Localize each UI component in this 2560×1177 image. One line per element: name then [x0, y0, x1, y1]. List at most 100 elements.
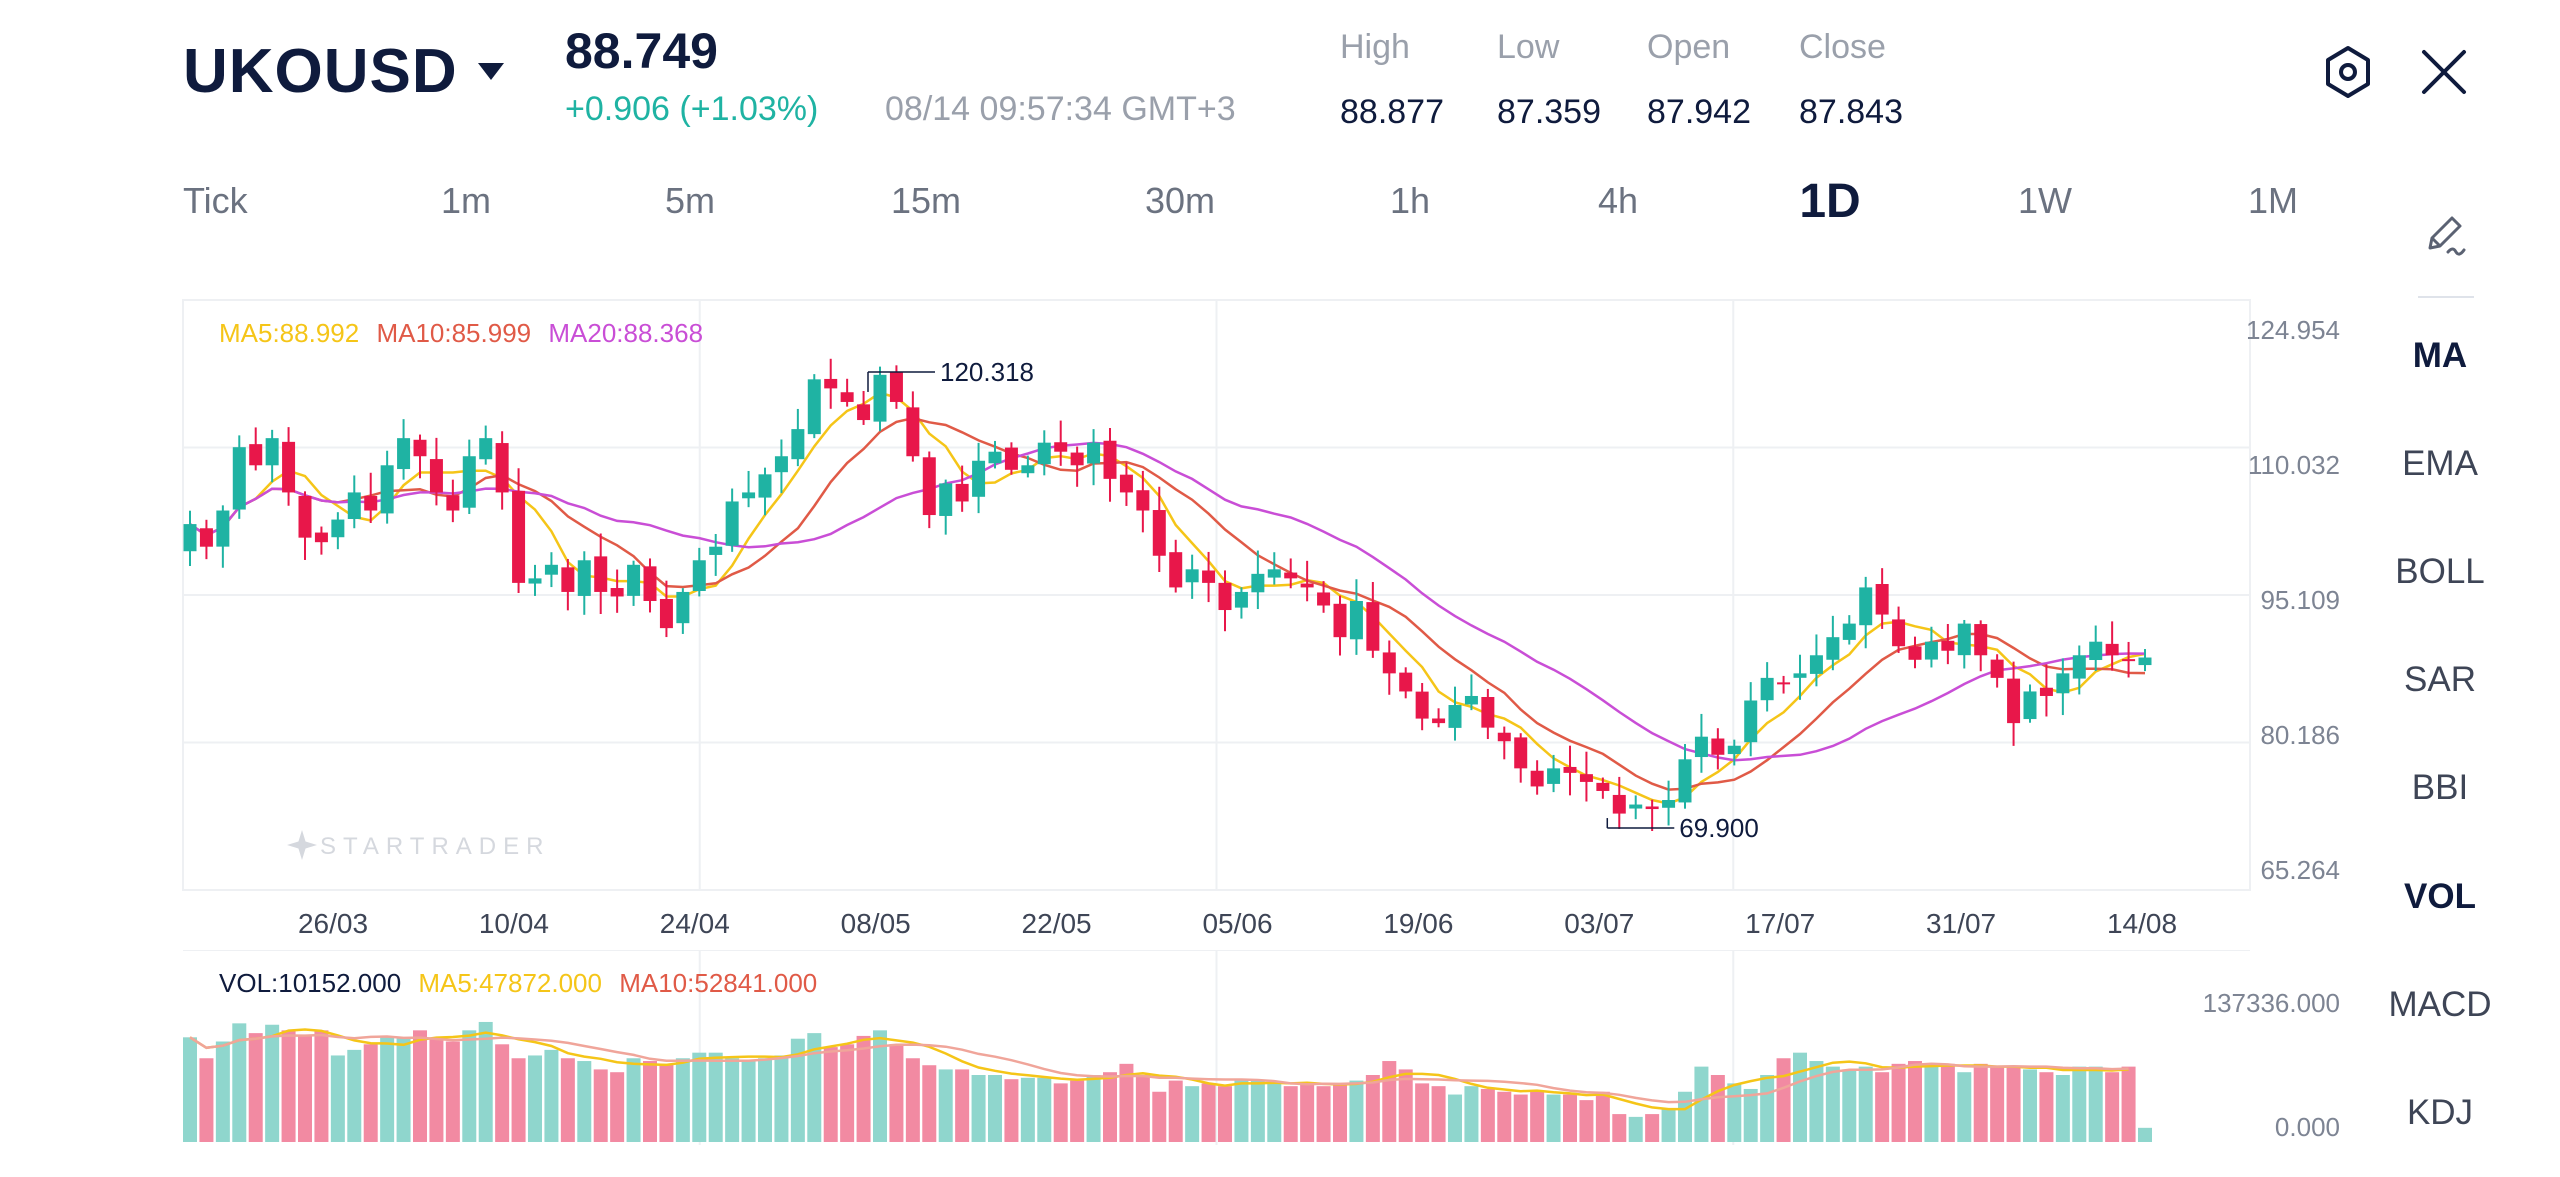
symbol-selector[interactable]: UKOUSD [183, 36, 504, 107]
ma20-legend: MA20:88.368 [548, 318, 704, 348]
candle [1136, 470, 1150, 533]
tab-30m[interactable]: 30m [1144, 180, 1216, 221]
volume-bar [232, 1023, 247, 1142]
volume-bar [495, 1044, 510, 1142]
tab-1w[interactable]: 1W [2018, 180, 2072, 221]
x-tick-label: 05/06 [1202, 908, 1272, 939]
sidebar-item-ma[interactable]: MA [2412, 336, 2468, 375]
sidebar-item-macd[interactable]: MACD [2388, 985, 2492, 1024]
candle [873, 366, 887, 432]
volume-bar [1842, 1069, 1857, 1142]
candle [840, 378, 854, 407]
draw-pencil-icon[interactable] [2420, 210, 2470, 260]
candle [429, 437, 443, 506]
tab-15m[interactable]: 15m [890, 180, 962, 221]
sidebar-item-bbi[interactable]: BBI [2411, 768, 2469, 807]
volume-bar [2006, 1066, 2021, 1142]
candle [955, 465, 969, 512]
volume-bar [1678, 1091, 1692, 1142]
volume-bar [2023, 1069, 2037, 1142]
volume-bar [626, 1058, 641, 1142]
candle [1382, 640, 1396, 695]
volume-bar [823, 1047, 838, 1142]
tab-tick[interactable]: Tick [183, 180, 248, 221]
candle [1070, 446, 1084, 487]
caret-down-icon[interactable] [477, 63, 504, 80]
candle [1563, 745, 1577, 796]
candle [594, 533, 608, 615]
ohlc-value: 87.942 [1647, 93, 1751, 131]
candle [824, 358, 838, 409]
candle [610, 569, 624, 613]
price-chart[interactable]: STARTRADER 120.318 69.900 124.954 110.032 9… [0, 290, 2360, 950]
candle [1415, 683, 1429, 731]
timeframe-tabs: Tick 1m 5m 15m 30m 1h 4h 1D 1W 1M [0, 175, 2330, 240]
volume-bar [610, 1072, 625, 1142]
volume-bar [1793, 1052, 1807, 1142]
tab-4h[interactable]: 4h [1597, 180, 1639, 221]
x-tick-label: 19/06 [1383, 908, 1453, 939]
volume-bar [1727, 1083, 1742, 1142]
y-tick-label: 80.186 [2260, 720, 2340, 750]
volume-bar [1135, 1074, 1150, 1142]
watermark: STARTRADER [287, 830, 543, 860]
volume-bar [2055, 1074, 2070, 1142]
candle [265, 429, 279, 483]
volume-bar [1743, 1088, 1758, 1142]
candle [1464, 674, 1478, 711]
candle [462, 439, 476, 515]
candle [1267, 552, 1281, 585]
volume-bar [1415, 1083, 1430, 1142]
extreme-annotation: 69.900 [1606, 813, 1759, 843]
volume-bar [1020, 1077, 1035, 1142]
tab-1m[interactable]: 1m [440, 180, 492, 221]
tab-1d[interactable]: 1D [1799, 175, 1861, 228]
volume-bar [1398, 1069, 1413, 1142]
ohlc-open: Open 87.942 [1647, 28, 1751, 132]
volume-bar [1300, 1083, 1315, 1142]
sidebar-item-kdj[interactable]: KDJ [2406, 1093, 2474, 1132]
volume-bar [1924, 1066, 1939, 1142]
ohlc-label: Close [1799, 28, 1886, 66]
tab-1h[interactable]: 1h [1389, 180, 1431, 221]
candle [380, 450, 394, 524]
candle [1924, 626, 1938, 668]
extreme-label: 69.900 [1679, 813, 1759, 843]
volume-bar [248, 1033, 263, 1142]
candle [1908, 636, 1922, 669]
candle [1432, 708, 1446, 728]
volume-bar [429, 1038, 444, 1142]
sidebar-item-sar[interactable]: SAR [2404, 660, 2476, 699]
candle [643, 558, 657, 613]
candle [2072, 645, 2086, 695]
volume-chart[interactable]: 137336.000 0.000 [0, 950, 2360, 1150]
candle [314, 526, 328, 555]
sidebar-item-vol[interactable]: VOL [2404, 877, 2476, 916]
volume-bar [1004, 1079, 1019, 1142]
settings-icon[interactable] [2320, 44, 2376, 100]
tab-1mo[interactable]: 1M [2247, 180, 2299, 221]
candle [1087, 429, 1101, 486]
volume-bar [396, 1037, 411, 1142]
candle [1481, 688, 1495, 740]
volume-bar [1563, 1094, 1577, 1142]
volume-bar [2121, 1066, 2136, 1142]
volume-bar [478, 1021, 493, 1142]
volume-bar [1760, 1074, 1775, 1142]
candle [1004, 442, 1018, 475]
volume-bar [1070, 1080, 1085, 1142]
x-tick-label: 24/04 [660, 908, 730, 939]
sidebar-item-boll[interactable]: BOLL [2395, 552, 2485, 591]
volume-bar [955, 1069, 970, 1142]
candle [2089, 625, 2103, 672]
startrader-logo-icon [287, 830, 317, 860]
volume-bar [1645, 1114, 1660, 1142]
sidebar-item-ema[interactable]: EMA [2402, 444, 2478, 483]
volume-bar [1185, 1086, 1200, 1142]
candle [479, 425, 493, 465]
candle [1579, 751, 1593, 802]
volume-bar [1990, 1066, 2005, 1142]
tab-5m[interactable]: 5m [664, 180, 716, 221]
close-icon[interactable] [2416, 44, 2472, 100]
volume-bar [1267, 1083, 1282, 1142]
